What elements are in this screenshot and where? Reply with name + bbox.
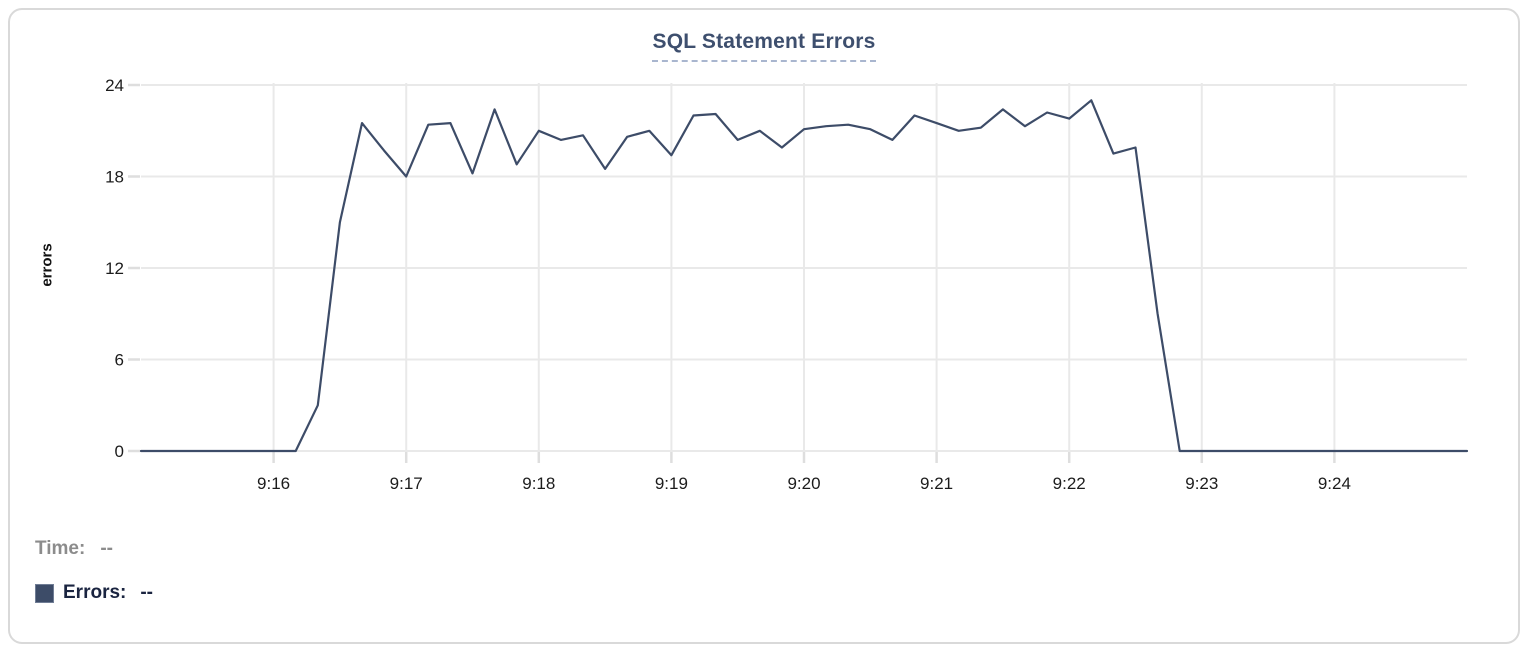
y-tick-label: 18 <box>105 168 124 187</box>
series-layer <box>139 99 1469 453</box>
time-readout-value: -- <box>100 538 113 559</box>
time-readout-row: Time: -- <box>35 538 113 560</box>
x-tick-label: 9:18 <box>522 474 555 493</box>
time-readout-label: Time: <box>35 538 86 559</box>
errors-readout-row: Errors: -- <box>35 582 153 604</box>
x-tick-label: 9:20 <box>787 474 820 493</box>
x-tick-label: 9:21 <box>920 474 953 493</box>
y-tick-label: 6 <box>115 351 124 370</box>
y-tick-label: 0 <box>115 442 124 461</box>
axis-labels: 0 6 12 18 24 9:16 9:17 9:18 9:19 9:20 9:21 9:22 9:23… <box>105 76 1351 493</box>
errors-line-chart[interactable]: 0 6 12 18 24 9:16 9:17 9:18 9:19 9:20 9:21 9:22 9:23… <box>10 10 1518 522</box>
x-tick-label: 9:22 <box>1053 474 1086 493</box>
chart-title[interactable]: SQL Statement Errors <box>652 30 876 62</box>
x-tick-label: 9:23 <box>1185 474 1218 493</box>
errors-legend-swatch-icon <box>35 583 54 603</box>
x-tick-label: 9:19 <box>655 474 688 493</box>
x-tick-label: 9:24 <box>1318 474 1351 493</box>
x-tick-label: 9:16 <box>257 474 290 493</box>
gridlines <box>141 83 1467 452</box>
chart-header: SQL Statement Errors <box>10 30 1518 62</box>
chart-card: SQL Statement Errors 0 6 12 18 24 9:16 9:17 9:1… <box>8 8 1520 644</box>
errors-readout-label: Errors: <box>63 582 127 603</box>
y-tick-label: 24 <box>105 76 124 95</box>
y-tick-label: 12 <box>105 259 124 278</box>
x-tick-label: 9:17 <box>390 474 423 493</box>
errors-readout-value: -- <box>140 582 154 603</box>
axis-ticks <box>128 83 1336 463</box>
y-axis-title: errors <box>38 243 56 287</box>
errors-series-line[interactable] <box>139 99 1469 453</box>
